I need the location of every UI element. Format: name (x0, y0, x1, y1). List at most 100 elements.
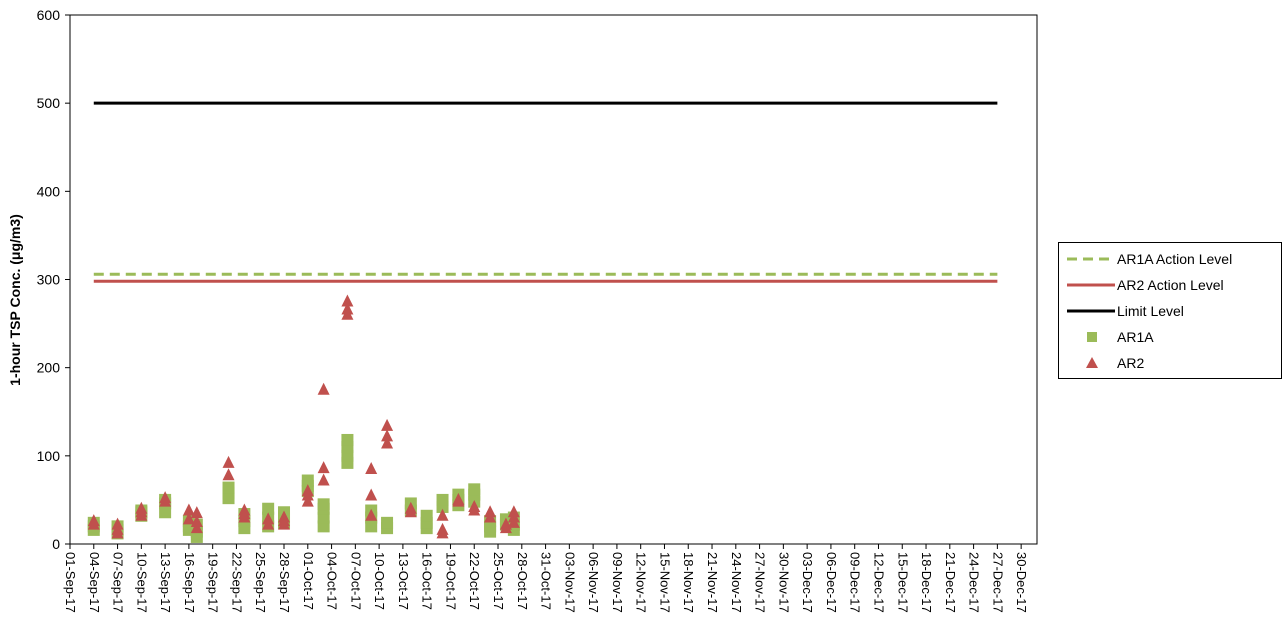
x-tick-label: 04-Sep-17 (87, 552, 102, 613)
data-point-ar1a (301, 474, 314, 487)
y-tick-label: 0 (52, 536, 60, 552)
legend-triangle-icon (1086, 357, 1098, 368)
data-point-ar2 (159, 494, 172, 507)
x-tick-label: 10-Oct-17 (372, 552, 387, 610)
reference-lines (93, 101, 998, 283)
data-point-ar2 (436, 526, 449, 539)
legend-dashed-line-icon (1067, 257, 1115, 261)
x-tick-label: 06-Nov-17 (586, 552, 601, 613)
data-point-ar1a (436, 493, 449, 506)
data-point-ar2 (404, 505, 417, 518)
plot-area-border (69, 14, 1038, 545)
x-tick-label: 18-Nov-17 (681, 552, 696, 613)
x-tick-label: 19-Oct-17 (443, 552, 458, 610)
data-point-ar2 (317, 473, 330, 486)
y-tick-label: 400 (37, 183, 61, 199)
data-point-ar1a (262, 502, 275, 515)
x-tick-label: 09-Nov-17 (610, 552, 625, 613)
x-tick-label: 13-Oct-17 (396, 552, 411, 610)
x-tick-label: 21-Dec-17 (943, 552, 958, 613)
data-point-ar2 (507, 515, 520, 528)
data-point-ar2 (341, 294, 354, 307)
data-point-ar1a (341, 433, 354, 446)
x-tick-label: 22-Sep-17 (229, 552, 244, 613)
x-tick-label: 09-Dec-17 (848, 552, 863, 613)
data-point-ar2 (499, 521, 512, 534)
data-point-ar2 (365, 508, 378, 521)
y-tick-label: 100 (37, 448, 61, 464)
x-tick-label: 30-Nov-17 (776, 552, 791, 613)
data-point-ar1a (468, 483, 481, 496)
x-tick-label: 12-Nov-17 (634, 552, 649, 613)
data-point-ar2 (468, 503, 481, 516)
data-point-ar2 (484, 510, 497, 523)
data-point-ar2 (365, 462, 378, 475)
legend-item-ar1a: AR1A (1059, 327, 1281, 347)
legend-item-ar2: AR2 (1059, 353, 1281, 373)
x-tick-label: 12-Dec-17 (871, 552, 886, 613)
x-tick-label: 01-Oct-17 (301, 552, 316, 610)
data-point-ar2 (436, 508, 449, 521)
data-point-ar2 (365, 488, 378, 501)
x-tick-label: 16-Oct-17 (420, 552, 435, 610)
data-point-ar2 (135, 508, 148, 521)
data-point-ar1a (420, 509, 433, 522)
x-tick-label: 07-Oct-17 (348, 552, 363, 610)
y-tick-label: 500 (37, 95, 61, 111)
legend-square-icon (1087, 332, 1097, 342)
legend-red-line-icon (1067, 283, 1115, 287)
legend-item-limit: Limit Level (1059, 301, 1281, 321)
x-tick-label: 28-Oct-17 (515, 552, 530, 610)
x-tick-label: 31-Oct-17 (539, 552, 554, 610)
x-tick-label: 03-Nov-17 (562, 552, 577, 613)
x-tick-label: 30-Dec-17 (1014, 552, 1029, 613)
chart-axes: 0 100 200 300 400 500 600 01-Sep-17 04-Sep-17 07-… (37, 7, 1038, 613)
x-tick-label: 24-Dec-17 (967, 552, 982, 613)
x-tick-label: 18-Dec-17 (919, 552, 934, 613)
data-point-ar2 (182, 512, 195, 525)
y-axis-label: 1-hour TSP Conc. (μg/m3) (7, 214, 23, 386)
data-point-ar2 (111, 526, 124, 539)
series-ar1a (87, 433, 520, 543)
data-point-ar2 (278, 517, 291, 530)
data-point-ar2 (381, 429, 394, 442)
data-point-ar2 (317, 382, 330, 395)
x-tick-label: 04-Oct-17 (325, 552, 340, 610)
x-tick-label: 03-Dec-17 (800, 552, 815, 613)
series-ar2 (87, 294, 520, 539)
data-point-ar1a (381, 516, 394, 529)
data-point-ar2 (262, 517, 275, 530)
x-tick-label: 15-Dec-17 (895, 552, 910, 613)
data-point-ar2 (452, 494, 465, 507)
data-point-ar2 (317, 461, 330, 474)
legend-item-ar1a-action: AR1A Action Level (1059, 249, 1281, 269)
data-point-ar1a (222, 481, 235, 494)
x-tick-label: 15-Nov-17 (657, 552, 672, 613)
data-point-ar2 (87, 517, 100, 530)
x-tick-label: 27-Nov-17 (753, 552, 768, 613)
data-point-ar1a (436, 500, 449, 513)
data-point-ar2 (190, 521, 203, 534)
data-point-ar2 (222, 455, 235, 468)
x-tick-label: 13-Sep-17 (158, 552, 173, 613)
data-point-ar2 (190, 506, 203, 519)
legend-item-ar2-action: AR2 Action Level (1059, 275, 1281, 295)
chart-legend: AR1A Action Level AR2 Action Level Limit… (1058, 242, 1282, 379)
x-tick-label: 24-Nov-17 (729, 552, 744, 613)
legend-label: AR2 Action Level (1117, 277, 1224, 293)
x-tick-label: 27-Dec-17 (990, 552, 1005, 613)
data-point-ar2 (301, 488, 314, 501)
legend-label: Limit Level (1117, 303, 1184, 319)
x-tick-label: 19-Sep-17 (206, 552, 221, 613)
legend-label: AR2 (1117, 355, 1145, 371)
x-tick-label: 06-Dec-17 (824, 552, 839, 613)
x-tick-label: 25-Sep-17 (253, 552, 268, 613)
data-point-ar2 (222, 468, 235, 481)
y-tick-label: 600 (37, 7, 61, 23)
data-point-ar2 (190, 514, 203, 527)
data-point-ar1a (317, 498, 330, 511)
data-point-ar2 (238, 510, 251, 523)
data-point-ar2 (381, 418, 394, 431)
data-point-ar2 (301, 494, 314, 507)
